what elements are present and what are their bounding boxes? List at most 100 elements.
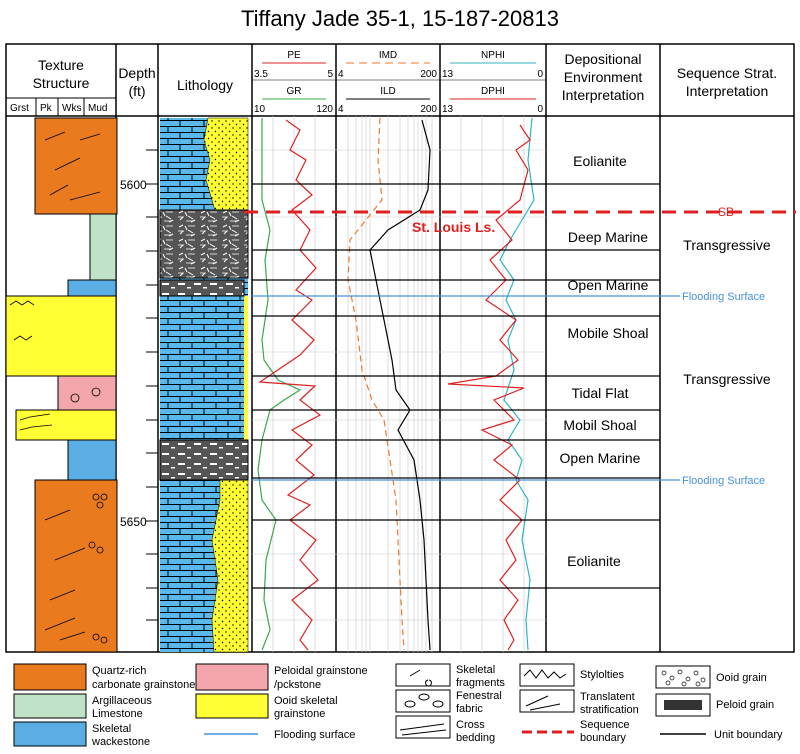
flooding-label-1: Flooding Surface bbox=[682, 291, 765, 303]
ild-label: ILD bbox=[380, 86, 396, 97]
depth-5600: 5600 bbox=[120, 178, 147, 192]
legend-fen-2: fabric bbox=[456, 703, 483, 715]
gr-max: 120 bbox=[316, 104, 333, 115]
legend-ooid-1: Ooid skeletal bbox=[274, 695, 338, 707]
env-header-1: Depositional bbox=[564, 51, 641, 67]
lith-shale-1 bbox=[159, 279, 245, 297]
legend-skel-1: Skeletal bbox=[92, 723, 131, 735]
wks-label: Wks bbox=[62, 103, 81, 114]
texture-quartz-bottom bbox=[34, 479, 118, 653]
dphi-label: DPHI bbox=[481, 86, 505, 97]
env-mobile-shoal: Mobile Shoal bbox=[568, 325, 649, 341]
sequence-labels: Transgressive Transgressive bbox=[683, 237, 771, 387]
lith-sand-mid bbox=[244, 296, 248, 480]
legend-swatch-skelfrag bbox=[395, 663, 451, 687]
sb-label: SB bbox=[718, 205, 734, 219]
seq-header-2: Interpretation bbox=[686, 83, 769, 99]
texture-argillaceous bbox=[89, 213, 117, 281]
column-headers: Texture Structure Depth (ft) Lithology D… bbox=[33, 51, 778, 103]
structure-header: Structure bbox=[33, 75, 90, 91]
st-louis-label: St. Louis Ls. bbox=[412, 219, 495, 235]
texture-skeletal-1 bbox=[67, 279, 117, 297]
legend-pel-1: Peloidal grainstone bbox=[274, 665, 368, 677]
track-headers: PE 3.5 5 GR 10 120 IMD 4 200 ILD 4 200 N… bbox=[252, 50, 546, 115]
imd-label: IMD bbox=[379, 50, 397, 61]
legend-quartz-2: carbonate grainstone bbox=[92, 679, 195, 691]
gr-label: GR bbox=[287, 86, 302, 97]
seq-transgressive-1: Transgressive bbox=[683, 237, 771, 253]
legend-cross-1: Cross bbox=[456, 719, 485, 731]
legend-quartz-1: Quartz-rich bbox=[92, 665, 146, 677]
lith-shale-2 bbox=[159, 439, 249, 481]
figure-title: Tiffany Jade 35-1, 15-187-20813 bbox=[240, 6, 559, 31]
texture-peloidal bbox=[57, 375, 117, 411]
legend: Quartz-rich carbonate grainstone Argilla… bbox=[13, 663, 783, 748]
legend-swatch-ooidgrain bbox=[655, 665, 711, 689]
ild-max: 200 bbox=[420, 104, 437, 115]
texture-symbols bbox=[9, 131, 108, 644]
env-eolianite-top: Eolianite bbox=[573, 153, 627, 169]
legend-cross-2: bedding bbox=[456, 732, 495, 744]
env-header-3: Interpretation bbox=[562, 87, 645, 103]
nphi-min: 13 bbox=[442, 69, 454, 80]
legend-pel-2: /pckstone bbox=[274, 679, 321, 691]
depth-ticks bbox=[146, 149, 158, 621]
ild-curve bbox=[369, 119, 431, 651]
env-mobil-shoal: Mobil Shoal bbox=[563, 417, 636, 433]
legend-swatch-stylolites bbox=[519, 663, 575, 687]
legend-skel-2: wackestone bbox=[91, 736, 150, 748]
legend-ooid-2: grainstone bbox=[274, 708, 325, 720]
nphi-label: NPHI bbox=[481, 50, 505, 61]
legend-swatch-fenestral bbox=[395, 689, 451, 713]
depth-header: Depth bbox=[118, 65, 155, 81]
lithology-column bbox=[159, 117, 249, 653]
env-header-2: Environment bbox=[564, 69, 643, 85]
grst-label: Grst bbox=[10, 103, 29, 114]
seq-transgressive-2: Transgressive bbox=[683, 371, 771, 387]
texture-header: Texture bbox=[38, 57, 84, 73]
dphi-max: 0 bbox=[537, 104, 543, 115]
pk-label: Pk bbox=[40, 103, 53, 114]
legend-fen-1: Fenestral bbox=[456, 690, 502, 702]
legend-trans-2: stratification bbox=[580, 704, 639, 716]
seq-header-1: Sequence Strat. bbox=[677, 65, 777, 81]
legend-seq-1: Sequence bbox=[580, 719, 630, 731]
legend-ooidgrain: Ooid grain bbox=[716, 672, 767, 684]
dphi-curve bbox=[447, 124, 531, 651]
lith-sand-top bbox=[203, 117, 249, 215]
legend-arg-1: Argillaceous bbox=[92, 695, 152, 707]
env-deep-marine: Deep Marine bbox=[568, 229, 648, 245]
legend-swatch-skeletal bbox=[13, 721, 87, 747]
gr-min: 10 bbox=[254, 104, 266, 115]
lithology-header: Lithology bbox=[177, 77, 233, 93]
env-open-marine-1: Open Marine bbox=[568, 277, 649, 293]
mud-label: Mud bbox=[88, 103, 107, 114]
legend-peloid-fill bbox=[664, 700, 702, 710]
legend-seq-2: boundary bbox=[580, 732, 626, 744]
unit-boundaries bbox=[252, 183, 660, 589]
flooding-label-2: Flooding Surface bbox=[682, 475, 765, 487]
legend-arg-2: Limestone bbox=[92, 708, 143, 720]
texture-column bbox=[5, 117, 118, 653]
lith-shale-fenestral bbox=[159, 209, 249, 279]
track-grid bbox=[252, 116, 546, 652]
pe-max: 5 bbox=[327, 69, 333, 80]
texture-ooid-1 bbox=[5, 295, 117, 377]
texture-subheaders: Grst Pk Wks Mud bbox=[6, 97, 116, 116]
legend-unit: Unit boundary bbox=[714, 729, 783, 741]
legend-skelfrag-1: Skeletal bbox=[456, 664, 495, 676]
gr-curve bbox=[257, 118, 302, 651]
legend-stylolites: Stylolties bbox=[580, 669, 625, 681]
environment-labels: Eolianite Deep Marine Open Marine Mobile… bbox=[560, 153, 649, 569]
pe-label: PE bbox=[287, 50, 301, 61]
legend-swatch-ooid bbox=[195, 693, 269, 719]
env-tidal-flat: Tidal Flat bbox=[571, 385, 628, 401]
imd-min: 4 bbox=[338, 69, 344, 80]
legend-swatch-translant bbox=[519, 689, 575, 713]
legend-peloidgrain: Peloid grain bbox=[716, 699, 774, 711]
pe-curve bbox=[258, 119, 322, 651]
dphi-min: 13 bbox=[442, 104, 454, 115]
pe-min: 3.5 bbox=[254, 69, 268, 80]
legend-skelfrag-2: fragments bbox=[456, 677, 505, 689]
